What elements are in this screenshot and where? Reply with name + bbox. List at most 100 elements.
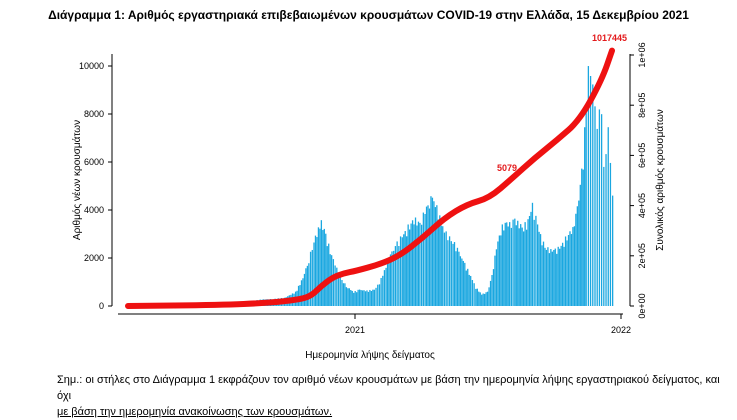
bar [571,234,572,306]
bar [384,270,385,306]
bar [416,226,417,307]
bar [402,237,403,306]
bar [583,170,584,306]
bar [561,246,562,306]
bar [556,254,557,306]
bar [446,231,447,306]
annotation-label: 5079 [497,163,517,173]
bar [410,224,411,306]
bar [353,293,354,306]
bar [355,291,356,306]
bar [461,259,462,306]
bar [544,248,545,306]
bar [388,263,389,306]
bar [529,216,530,306]
bar [409,230,410,307]
bar [535,216,536,306]
bar [371,291,372,306]
bar [508,226,509,306]
bar [485,292,486,306]
bar [372,290,373,306]
bar [580,185,581,306]
bar [534,220,535,306]
bar [344,283,345,306]
bar [499,235,500,306]
bar [415,218,416,307]
bar [502,224,503,306]
bar [520,224,521,306]
bar [464,263,465,306]
bar [608,127,609,306]
bar [403,234,404,306]
y2-tick-label: 6e+05 [637,143,647,168]
y2-axis-label: Συνολικός αριθμός κρουσμάτων [654,109,666,251]
bar [432,198,433,306]
y-axis-label: Αριθμός νέων κρουσμάτων [71,120,83,240]
bar [558,247,559,306]
bar [377,285,378,306]
bar [429,209,430,306]
bar [358,290,359,306]
y-tick-label: 10000 [79,61,104,71]
y2-tick-label: 2e+05 [637,243,647,268]
bar [477,289,478,306]
bar [562,243,563,306]
bar [436,205,437,306]
bar [543,242,544,306]
annotation-label: 1017445 [592,33,627,43]
bar [382,276,383,306]
bar [566,240,567,306]
bar [577,206,578,306]
bar [519,228,520,306]
x-tick-label: 2022 [611,325,631,335]
bar [592,84,593,306]
bar [472,280,473,306]
bar [341,280,342,306]
bar [385,268,386,306]
bar [505,223,506,306]
footnote-line-2: με βάση την ημερομηνία ανακοίνωσης των κ… [57,404,727,420]
bar [575,214,576,306]
bar [491,275,492,306]
bar [343,283,344,306]
bar [454,242,455,306]
bar [363,290,364,306]
bar [442,226,443,306]
bar [356,292,357,306]
y2-tick-label: 8e+05 [637,93,647,118]
bar [359,290,360,306]
bar [572,227,573,306]
y2-tick-label: 1e+06 [637,42,647,67]
bar [568,235,569,306]
bar [349,288,350,306]
bar [574,226,575,306]
bar [475,289,476,306]
bar [408,224,409,306]
bar [584,127,585,306]
bar [599,109,600,306]
bar [526,230,527,306]
bar [540,234,541,306]
bar [490,281,491,306]
bar [400,236,401,306]
bar [301,280,302,306]
bar [538,232,539,306]
bar [559,249,560,306]
bar [369,290,370,306]
y-tick-label: 4000 [84,205,104,215]
bar [375,288,376,306]
bar [527,219,528,306]
bar [514,219,515,306]
bar [405,231,406,306]
bar [597,129,598,306]
y-tick-label: 8000 [84,109,104,119]
bar [334,265,335,306]
bar [328,244,329,306]
bar [590,76,591,306]
bar [517,221,518,306]
bar [447,240,448,306]
footnote-line-1: Σημ.: οι στήλες στο Διάγραμμα 1 εκφράζου… [57,372,727,404]
bar [457,248,458,306]
bar [423,213,424,306]
bar [503,230,504,306]
